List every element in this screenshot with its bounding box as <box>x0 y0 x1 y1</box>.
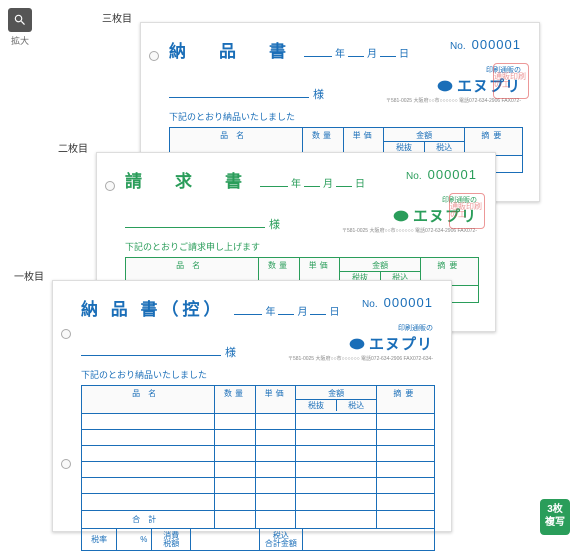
col-name: 品名 <box>170 128 303 155</box>
sheet1-date: 年月日 <box>234 303 339 318</box>
table-row <box>82 430 434 446</box>
col-name: 品名 <box>82 386 215 413</box>
total-label: 合計 <box>82 511 215 528</box>
sheet2-label: 二枚目 <box>58 140 88 155</box>
zoom-label: 拡大 <box>8 34 32 47</box>
sheet2-title: 請 求 書 <box>125 167 250 192</box>
punch-hole <box>61 329 71 339</box>
tax-pct: % <box>117 529 152 550</box>
sheet2-date: 年月日 <box>260 175 365 190</box>
col-price: 単価 <box>256 386 297 413</box>
col-note: 摘要 <box>465 128 522 155</box>
sheet1-note: 下記のとおり納品いたしました <box>81 368 435 381</box>
col-qty: 数量 <box>303 128 344 155</box>
sheet3-note: 下記のとおり納品いたしました <box>169 110 523 123</box>
sheet1-table: 品名 数量 単価 金額税抜税込 摘要 <box>81 385 435 511</box>
sheet3-stamp: 通販印刷の工 <box>493 63 529 99</box>
col-amt: 金額 <box>384 130 463 142</box>
zoom-button[interactable] <box>8 8 32 32</box>
sheet1-label: 一枚目 <box>14 268 44 283</box>
sheet3-number: No.000001 <box>450 37 521 52</box>
sheet3-date: 年月日 <box>304 45 409 60</box>
magnify-icon <box>13 13 27 27</box>
sheet3-label: 三枚目 <box>102 10 132 25</box>
punch-hole <box>105 181 115 191</box>
sheet1-number: No.000001 <box>362 295 433 310</box>
copies-badge: 3枚 複写 <box>540 499 570 535</box>
punch-hole <box>149 51 159 61</box>
sheet1-title: 納 品 書（控） <box>81 295 224 320</box>
table-row <box>82 462 434 478</box>
col-note: 摘要 <box>377 386 434 413</box>
sheet1-tax-row: 税率 % 消費税額 税込合計金額 <box>81 529 435 551</box>
logo-icon <box>437 78 453 94</box>
col-qty: 数量 <box>215 386 256 413</box>
tax-rate-label: 税率 <box>82 529 117 550</box>
sheet-1: 納 品 書（控） 年月日 No.000001 様 印刷通販の エヌプリ 〒581… <box>52 280 452 532</box>
sheet3-title: 納 品 書 <box>169 37 294 62</box>
sheet2-stamp: 通販印刷の工 <box>449 193 485 229</box>
table-row <box>82 446 434 462</box>
logo-icon <box>393 208 409 224</box>
sheet2-number: No.000001 <box>406 167 477 182</box>
table-row <box>82 478 434 494</box>
table-row <box>82 414 434 430</box>
sheet1-total-row: 合計 <box>81 511 435 529</box>
col-amt: 金額 <box>340 260 419 272</box>
tax-incl: 税込合計金額 <box>260 529 303 550</box>
col-amt: 金額 <box>296 388 375 400</box>
tax-consume: 消費税額 <box>152 529 191 550</box>
table-row <box>82 494 434 510</box>
punch-hole <box>61 459 71 469</box>
sheet2-note: 下記のとおりご請求申し上げます <box>125 240 479 253</box>
col-price: 単価 <box>344 128 385 155</box>
sheet1-company: 印刷通販の エヌプリ 〒581-0025 大阪府○○市○○○○○○ 電話072-… <box>288 323 433 362</box>
logo-icon <box>349 336 365 352</box>
